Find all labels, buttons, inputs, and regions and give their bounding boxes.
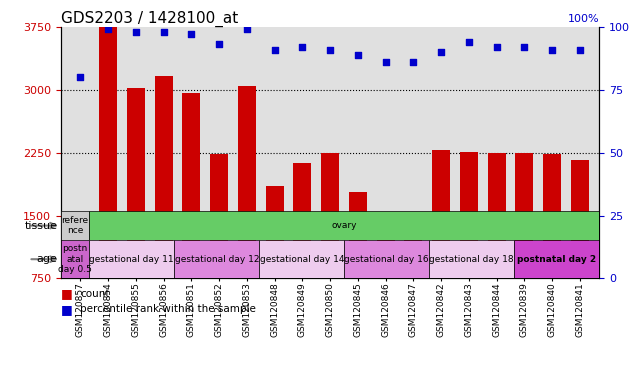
Bar bbox=[377, 212, 395, 278]
Bar bbox=[265, 186, 283, 278]
Point bbox=[75, 74, 85, 80]
Text: 100%: 100% bbox=[568, 14, 599, 24]
Bar bbox=[404, 214, 422, 278]
Bar bbox=[488, 152, 506, 278]
Point bbox=[436, 49, 446, 55]
Bar bbox=[182, 93, 201, 278]
Bar bbox=[71, 253, 89, 278]
Bar bbox=[349, 192, 367, 278]
Text: ovary: ovary bbox=[331, 221, 357, 230]
Text: refere
nce: refere nce bbox=[62, 216, 88, 235]
Bar bbox=[571, 160, 589, 278]
Point bbox=[297, 44, 308, 50]
Text: ■: ■ bbox=[61, 303, 72, 316]
Point bbox=[408, 59, 419, 65]
Bar bbox=[321, 152, 339, 278]
Text: gestational day 16: gestational day 16 bbox=[344, 255, 429, 264]
Bar bbox=[543, 154, 561, 278]
Text: GDS2203 / 1428100_at: GDS2203 / 1428100_at bbox=[61, 11, 238, 27]
Text: postnatal day 2: postnatal day 2 bbox=[517, 255, 596, 264]
Bar bbox=[294, 163, 312, 278]
Bar bbox=[344, 240, 429, 278]
Bar bbox=[460, 152, 478, 278]
Point bbox=[214, 41, 224, 48]
Bar bbox=[89, 240, 174, 278]
Text: age: age bbox=[37, 254, 58, 264]
Point bbox=[103, 26, 113, 33]
Point bbox=[242, 26, 252, 33]
Point bbox=[519, 44, 529, 50]
Text: percentile rank within the sample: percentile rank within the sample bbox=[80, 304, 256, 314]
Point bbox=[325, 46, 335, 53]
Bar bbox=[174, 240, 259, 278]
Text: gestational day 12: gestational day 12 bbox=[174, 255, 259, 264]
Point bbox=[492, 44, 502, 50]
Bar bbox=[154, 76, 172, 278]
Text: gestational day 18: gestational day 18 bbox=[429, 255, 514, 264]
Bar bbox=[61, 240, 89, 278]
Point bbox=[547, 46, 557, 53]
Bar bbox=[432, 150, 450, 278]
Point bbox=[158, 29, 169, 35]
Point bbox=[463, 39, 474, 45]
Point bbox=[575, 46, 585, 53]
Text: gestational day 11: gestational day 11 bbox=[90, 255, 174, 264]
Point bbox=[131, 29, 141, 35]
Bar bbox=[515, 154, 533, 278]
Bar bbox=[210, 154, 228, 278]
Point bbox=[187, 31, 197, 38]
Point bbox=[381, 59, 391, 65]
Text: gestational day 14: gestational day 14 bbox=[260, 255, 344, 264]
Point bbox=[269, 46, 279, 53]
Bar bbox=[61, 211, 89, 240]
Bar bbox=[99, 27, 117, 278]
Text: count: count bbox=[80, 289, 110, 299]
Bar bbox=[514, 240, 599, 278]
Bar bbox=[238, 86, 256, 278]
Text: postn
atal
day 0.5: postn atal day 0.5 bbox=[58, 244, 92, 274]
Bar bbox=[429, 240, 514, 278]
Bar bbox=[259, 240, 344, 278]
Text: ■: ■ bbox=[61, 287, 72, 300]
Point bbox=[353, 51, 363, 58]
Text: tissue: tissue bbox=[25, 220, 58, 231]
Bar bbox=[127, 88, 145, 278]
